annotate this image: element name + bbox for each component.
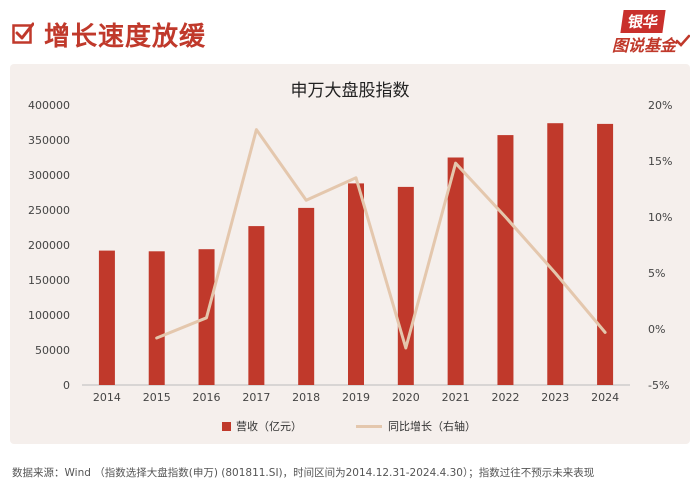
bar (397, 186, 414, 385)
legend-swatch-bar (222, 421, 231, 431)
y2-axis-tick-label: 5% (648, 267, 665, 280)
bar (447, 157, 464, 385)
brand-logo-bottom: 图说基金 (611, 36, 676, 55)
x-axis-tick-label: 2024 (591, 391, 619, 404)
y-axis-tick-label: 250000 (28, 204, 70, 217)
header: 增长速度放缓 银华 图说基金 (0, 0, 700, 62)
y-axis-tick-label: 300000 (28, 169, 70, 182)
y2-axis-tick-label: 15% (648, 155, 672, 168)
chart-title: 申万大盘股指数 (290, 81, 410, 101)
legend-label-bar: 营收（亿元） (236, 420, 302, 433)
bar (497, 135, 514, 385)
legend-item-bar: 营收（亿元） (222, 418, 302, 434)
x-axis-tick-label: 2014 (93, 391, 121, 404)
x-axis-tick-label: 2022 (491, 391, 519, 404)
bar (248, 226, 265, 385)
y-axis-tick-label: 100000 (28, 309, 70, 322)
bar (98, 250, 115, 385)
y-axis-tick-label: 350000 (28, 134, 70, 147)
y2-axis-tick-label: -5% (648, 379, 669, 392)
x-axis-tick-label: 2016 (193, 391, 221, 404)
x-axis-tick-label: 2020 (392, 391, 420, 404)
bar (547, 123, 564, 385)
x-axis-tick-label: 2019 (342, 391, 370, 404)
y-axis-tick-label: 200000 (28, 239, 70, 252)
x-axis-tick-label: 2017 (242, 391, 270, 404)
brand-check-icon (676, 34, 690, 47)
legend-item-line: 同比增长（右轴） (356, 418, 476, 434)
bar (597, 123, 614, 386)
legend-swatch-line (356, 424, 382, 428)
bar (348, 183, 364, 385)
brand-logo: 银华 图说基金 (600, 10, 690, 55)
x-axis-tick-label: 2015 (143, 391, 171, 404)
y2-axis-tick-label: 20% (648, 99, 672, 112)
legend-label-line: 同比增长（右轴） (388, 420, 476, 433)
growth-line (155, 128, 607, 350)
y2-axis-tick-label: 10% (648, 211, 672, 224)
checkbox-check-icon (12, 22, 34, 44)
x-axis-tick-label: 2021 (442, 391, 470, 404)
x-axis-tick-label: 2023 (541, 391, 569, 404)
footnote: 数据来源：Wind （指数选择大盘指数(申万) (801811.SI)，时间区间… (12, 467, 595, 479)
y-axis-tick-label: 400000 (28, 99, 70, 112)
legend: 营收（亿元） 同比增长（右轴） (0, 418, 700, 434)
bar (148, 251, 165, 385)
y-axis-tick-label: 50000 (35, 344, 70, 357)
y-axis-tick-label: 150000 (28, 274, 70, 287)
x-axis-tick-label: 2018 (292, 391, 320, 404)
y-axis-tick-label: 0 (63, 379, 70, 392)
y2-axis-tick-label: 0% (648, 323, 665, 336)
bar (298, 207, 315, 385)
page-title: 增长速度放缓 (44, 22, 207, 52)
